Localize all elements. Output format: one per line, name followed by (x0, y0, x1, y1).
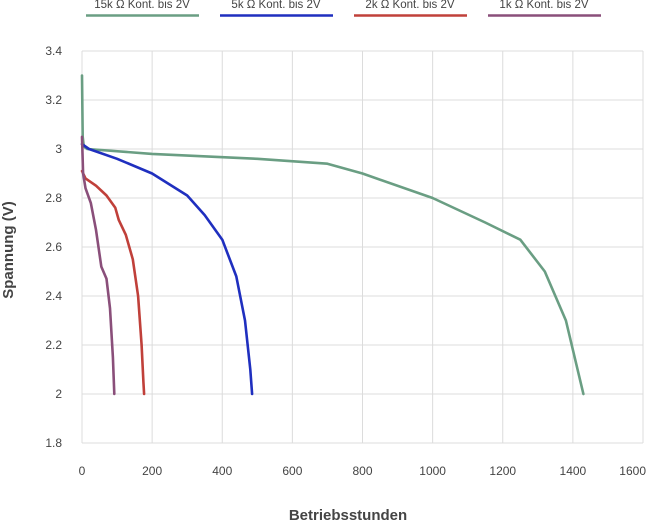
y-tick-label: 2.8 (45, 191, 62, 205)
y-tick-label: 2 (55, 387, 62, 401)
series-line-0 (80, 74, 585, 396)
y-tick-label: 3.2 (45, 93, 62, 107)
x-tick-label: 200 (142, 464, 162, 478)
legend: 15k Ω Kont. bis 2V 5k Ω Kont. bis 2V 2k Ω … (86, 0, 601, 17)
legend-label: 1k Ω Kont. bis 2V (499, 0, 588, 11)
y-tick-label: 3.4 (45, 44, 62, 58)
x-tick-label: 0 (79, 464, 86, 478)
y-tick-label: 2.6 (45, 240, 62, 254)
legend-label: 5k Ω Kont. bis 2V (231, 0, 320, 11)
x-tick-label: 800 (352, 464, 372, 478)
grid (81, 50, 644, 444)
legend-item: 15k Ω Kont. bis 2V (86, 0, 199, 17)
series-line-2 (80, 169, 146, 396)
y-tick-label: 2.4 (45, 289, 62, 303)
x-tick-label: 1400 (560, 464, 587, 478)
x-tick-label: 400 (212, 464, 232, 478)
series-line-1 (80, 142, 254, 396)
y-tick-label: 3 (55, 142, 62, 156)
legend-label: 2k Ω Kont. bis 2V (365, 0, 454, 11)
x-tick-label: 1600 (619, 464, 646, 478)
legend-item: 2k Ω Kont. bis 2V (354, 0, 467, 17)
series-line-3 (80, 135, 116, 396)
y-axis-title: Spannung (V) (0, 201, 17, 299)
legend-label: 15k Ω Kont. bis 2V (94, 0, 190, 11)
y-tick-label: 2.2 (45, 338, 62, 352)
x-tick-label: 1000 (419, 464, 446, 478)
x-tick-label: 600 (282, 464, 302, 478)
y-axis-ticks: 1.8 2 2.2 2.4 2.6 2.8 3 3.2 3.4 (45, 44, 62, 450)
legend-item: 5k Ω Kont. bis 2V (220, 0, 333, 17)
series-lines (80, 74, 585, 396)
legend-item: 1k Ω Kont. bis 2V (488, 0, 601, 17)
y-tick-label: 1.8 (45, 436, 62, 450)
x-tick-label: 1200 (489, 464, 516, 478)
x-axis-ticks: 0 200 400 600 800 1000 1200 1400 1600 (79, 464, 647, 478)
x-axis-title: Betriebsstunden (289, 507, 407, 521)
